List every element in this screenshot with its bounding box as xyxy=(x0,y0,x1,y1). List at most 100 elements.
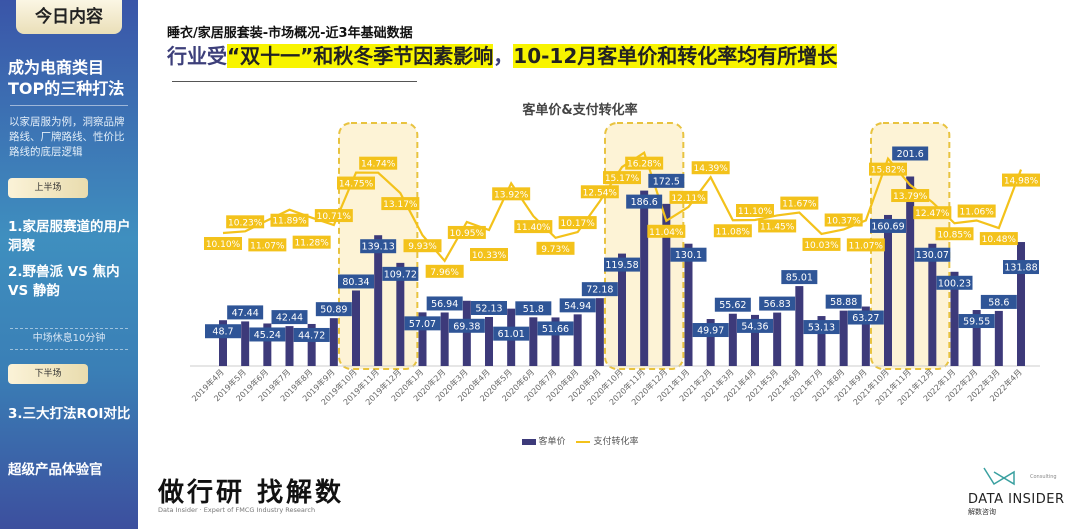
line-data-label: 10.03% xyxy=(804,241,839,251)
line-label-box xyxy=(425,264,464,278)
bar-data-label: 51.8 xyxy=(523,304,544,315)
bar-data-label: 55.62 xyxy=(719,300,746,311)
line-data-label: 11.07% xyxy=(849,241,884,251)
slide-headline: 行业受“双十一”和秋冬季节因素影响，10-12月客单价和转化率均有所增长 xyxy=(167,40,838,69)
legend-label-line: 支付转化率 xyxy=(593,437,639,447)
bar xyxy=(396,262,405,366)
bar-label-box xyxy=(426,296,463,311)
line-label-box xyxy=(713,224,752,238)
bar xyxy=(374,235,383,366)
line-label-box xyxy=(824,213,863,227)
bar-label-box xyxy=(626,194,663,209)
bar-label-box xyxy=(360,239,397,254)
line-data-label: 11.67% xyxy=(782,200,817,210)
bar-data-label: 52.13 xyxy=(475,303,502,314)
bar xyxy=(950,271,959,366)
line-data-label: 10.95% xyxy=(450,229,485,239)
bar xyxy=(640,190,649,366)
line-data-label: 11.40% xyxy=(516,223,551,233)
line-data-label: 9.73% xyxy=(541,245,570,255)
line-label-box xyxy=(891,189,930,203)
line-data-label: 11.45% xyxy=(760,222,795,232)
line-label-box xyxy=(669,190,708,204)
bar-label-box xyxy=(936,275,973,290)
headline-part: 行业受 xyxy=(167,44,227,68)
bar xyxy=(219,320,227,366)
bar xyxy=(618,253,626,366)
bar xyxy=(817,316,826,366)
bar xyxy=(906,176,915,366)
bar xyxy=(884,214,892,366)
line-label-box xyxy=(381,197,420,211)
bar-data-label: 54.36 xyxy=(741,321,768,332)
bar-label-box xyxy=(825,294,862,309)
bar xyxy=(928,243,937,366)
line-data-label: 11.89% xyxy=(272,217,307,227)
headline-highlight: 10-12月客单价和转化率均有所增长 xyxy=(513,44,838,68)
line-data-label: 14.74% xyxy=(361,160,396,170)
bar-data-label: 47.44 xyxy=(232,308,259,319)
line-label-box xyxy=(603,171,641,185)
line-label-box xyxy=(580,185,619,199)
sidebar-title: 成为电商类目TOP的三种打法 xyxy=(8,58,125,98)
line-data-label: 10.37% xyxy=(827,216,862,226)
line-label-box xyxy=(248,238,287,252)
chart-title: 客单价&支付转化率 xyxy=(522,103,638,118)
line-label-box xyxy=(514,220,553,234)
data-insider-logo: DATA INSIDER 解数咨询 xyxy=(968,466,1065,517)
line-data-label: 11.08% xyxy=(716,227,751,237)
divider xyxy=(10,105,128,106)
bar xyxy=(551,317,560,366)
bar-label-box xyxy=(249,327,286,342)
line-label-box xyxy=(802,237,841,251)
logo-consulting: Consulting xyxy=(1030,474,1057,480)
line-label-box xyxy=(913,206,952,220)
bar-label-box xyxy=(648,173,685,188)
bar xyxy=(440,312,449,366)
bar-data-label: 139.13 xyxy=(362,242,395,253)
bar-label-box xyxy=(914,247,951,262)
line-label-box xyxy=(558,216,597,230)
line-label-box xyxy=(691,161,730,175)
bar-label-box xyxy=(293,327,330,342)
bar-label-box xyxy=(537,321,574,336)
bar-data-label: 56.83 xyxy=(764,299,791,310)
bar xyxy=(839,310,848,366)
bar xyxy=(728,313,737,366)
line-data-label: 13.79% xyxy=(893,192,928,202)
bar xyxy=(352,290,360,366)
line-label-box xyxy=(1002,173,1040,187)
line-label-box xyxy=(736,204,774,217)
line-data-label: 11.10% xyxy=(738,207,773,217)
bar-label-box xyxy=(493,326,530,341)
bar-data-label: 53.13 xyxy=(808,323,835,334)
bar-data-label: 61.01 xyxy=(498,329,525,340)
line-label-box xyxy=(314,209,353,223)
line-label-box xyxy=(935,227,974,241)
line-label-box xyxy=(647,224,686,238)
second-half-badge: 下半场 xyxy=(8,364,88,384)
line-data-label: 10.17% xyxy=(561,219,596,229)
bar-label-box xyxy=(980,294,1017,309)
bar xyxy=(573,314,582,366)
line-label-box xyxy=(979,232,1018,246)
line-label-box xyxy=(337,176,375,190)
bar xyxy=(595,298,604,366)
bar-label-box xyxy=(604,257,640,272)
line-data-label: 16.28% xyxy=(627,160,662,170)
bar xyxy=(662,203,671,366)
bar xyxy=(684,243,693,366)
sidebar: 今日内容 成为电商类目TOP的三种打法 以家居服为例，洞察品牌路线、厂牌路线、性… xyxy=(0,0,138,529)
bar-data-label: 56.94 xyxy=(431,299,458,310)
bar-data-label: 49.97 xyxy=(697,326,724,337)
bar-label-box xyxy=(803,320,840,335)
bar xyxy=(773,312,782,366)
bar xyxy=(263,323,272,366)
bar xyxy=(485,316,493,366)
bar-label-box xyxy=(382,266,419,281)
bar-data-label: 131.88 xyxy=(1004,263,1037,274)
line-data-label: 12.47% xyxy=(915,209,950,219)
bar xyxy=(329,318,338,366)
line-label-box xyxy=(869,162,907,176)
